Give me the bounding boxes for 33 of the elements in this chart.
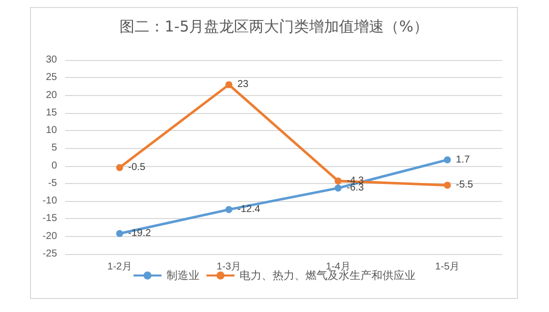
point bbox=[225, 206, 232, 214]
y-tick-label: 30 bbox=[46, 54, 58, 66]
point bbox=[444, 182, 451, 189]
point bbox=[334, 184, 342, 192]
y-tick-label: -5 bbox=[48, 178, 58, 189]
point bbox=[444, 156, 451, 164]
x-tick-label: 1-2月 bbox=[107, 262, 132, 272]
data-label: 23 bbox=[237, 79, 249, 90]
y-tick-label: 20 bbox=[46, 90, 58, 101]
y-tick-label: 15 bbox=[46, 107, 58, 118]
chart-title: 图二：1-5月盘龙区两大门类增加值增速（%） bbox=[120, 18, 428, 36]
data-label: 1.7 bbox=[456, 154, 470, 166]
point bbox=[116, 164, 124, 172]
y-tick-label: 5 bbox=[51, 142, 58, 154]
data-label: -19.2 bbox=[128, 228, 152, 240]
y-tick-label: 25 bbox=[46, 72, 58, 84]
point bbox=[334, 177, 342, 184]
x-tick-label: 1-3月 bbox=[216, 262, 242, 272]
data-label: -6.3 bbox=[346, 182, 364, 194]
y-tick-label: -20 bbox=[42, 230, 58, 242]
y-tick-label: -25 bbox=[42, 248, 58, 260]
data-label: -0.5 bbox=[128, 162, 146, 174]
legend-label: 制造业 bbox=[166, 269, 200, 282]
data-label: -12.4 bbox=[237, 204, 261, 216]
legend-label: 电力、热力、燃气及水生产和供应业 bbox=[240, 269, 416, 282]
x-tick-label: 1-5月 bbox=[435, 262, 460, 272]
point bbox=[225, 81, 232, 88]
y-tick-label: 10 bbox=[46, 125, 58, 136]
y-tick-label: -15 bbox=[42, 213, 58, 224]
y-tick-label: 0 bbox=[51, 160, 58, 172]
y-tick-label: -10 bbox=[42, 196, 58, 207]
point bbox=[116, 230, 124, 238]
data-label: -5.5 bbox=[456, 180, 474, 191]
